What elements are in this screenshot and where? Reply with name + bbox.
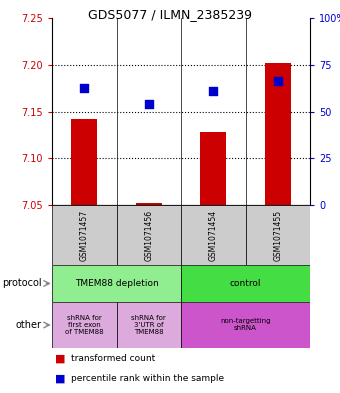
Text: shRNA for
first exon
of TMEM88: shRNA for first exon of TMEM88 xyxy=(65,315,104,335)
Bar xyxy=(136,203,162,205)
Point xyxy=(146,101,152,107)
FancyBboxPatch shape xyxy=(52,302,117,348)
FancyBboxPatch shape xyxy=(245,205,310,265)
Text: TMEM88 depletion: TMEM88 depletion xyxy=(74,279,158,288)
FancyBboxPatch shape xyxy=(181,302,310,348)
FancyBboxPatch shape xyxy=(117,302,181,348)
FancyBboxPatch shape xyxy=(117,205,181,265)
Text: percentile rank within the sample: percentile rank within the sample xyxy=(71,374,224,383)
Point xyxy=(275,77,280,84)
Point xyxy=(82,85,87,91)
Point xyxy=(210,88,216,94)
FancyBboxPatch shape xyxy=(52,205,117,265)
Text: other: other xyxy=(16,320,42,330)
FancyBboxPatch shape xyxy=(52,265,181,302)
Text: ■: ■ xyxy=(55,354,66,364)
FancyBboxPatch shape xyxy=(181,265,310,302)
Bar xyxy=(265,63,291,205)
Text: control: control xyxy=(230,279,261,288)
Text: GSM1071455: GSM1071455 xyxy=(273,209,282,261)
Text: non-targetting
shRNA: non-targetting shRNA xyxy=(220,318,271,332)
Bar xyxy=(71,119,97,205)
Text: GSM1071454: GSM1071454 xyxy=(209,209,218,261)
Text: GSM1071457: GSM1071457 xyxy=(80,209,89,261)
Text: shRNA for
3'UTR of
TMEM88: shRNA for 3'UTR of TMEM88 xyxy=(131,315,166,335)
Bar xyxy=(200,132,226,205)
Text: protocol: protocol xyxy=(2,279,42,288)
Text: transformed count: transformed count xyxy=(71,354,155,363)
Text: GSM1071456: GSM1071456 xyxy=(144,209,153,261)
Text: ■: ■ xyxy=(55,374,66,384)
FancyBboxPatch shape xyxy=(181,205,245,265)
Text: GDS5077 / ILMN_2385239: GDS5077 / ILMN_2385239 xyxy=(88,8,252,21)
